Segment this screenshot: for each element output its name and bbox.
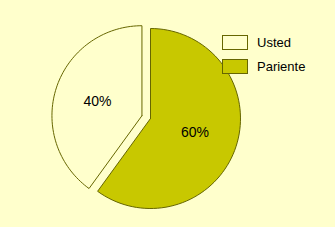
svg-text:40%: 40% xyxy=(83,93,111,109)
html-text:Pariente: Pariente xyxy=(257,58,306,74)
svg-text:60%: 60% xyxy=(181,124,209,140)
html-text:Usted: Usted xyxy=(257,34,291,50)
